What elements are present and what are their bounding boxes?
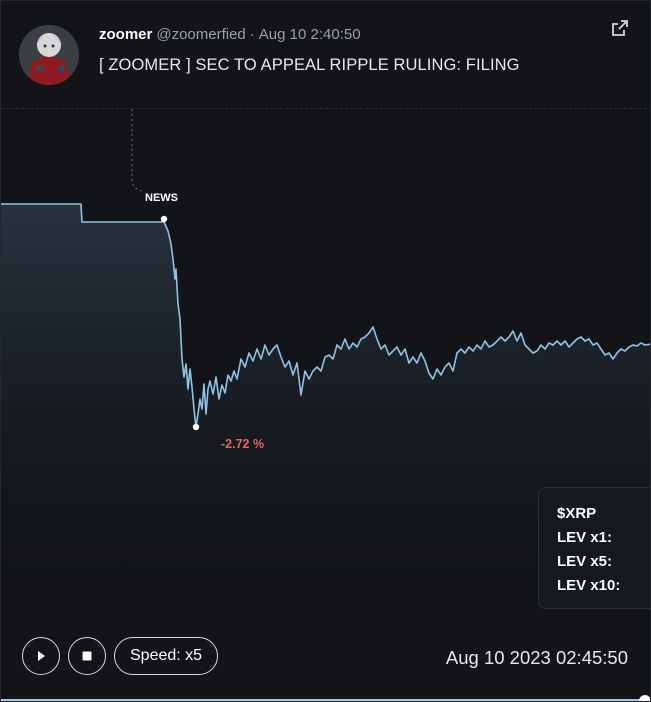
progress-fill <box>1 699 646 701</box>
lev-x1-label: LEV x1: <box>557 529 613 546</box>
header-divider <box>1 108 650 109</box>
news-marker-point <box>160 215 168 223</box>
avatar-image <box>19 25 79 85</box>
lev-x5-label: LEV x5: <box>557 553 613 570</box>
external-link-icon[interactable] <box>611 19 629 37</box>
drop-percentage-label: -2.72 % <box>221 437 264 451</box>
play-icon <box>38 651 45 661</box>
lev-x10-label: LEV x10: <box>557 577 621 594</box>
meta-separator: · <box>249 26 255 43</box>
stop-button[interactable] <box>68 637 106 675</box>
progress-handle[interactable] <box>639 695 650 701</box>
author-username[interactable]: @zoomerfied <box>156 26 246 43</box>
headline: [ ZOOMER ] SEC TO APPEAL RIPPLE RULING: … <box>99 56 520 74</box>
news-leader-line <box>131 109 143 192</box>
price-line <box>1 203 650 428</box>
avatar <box>19 25 79 85</box>
post-meta: zoomer @zoomerfied · Aug 10 2:40:50 <box>99 26 361 43</box>
play-button[interactable] <box>22 637 60 675</box>
speed-button[interactable]: Speed: x5 <box>114 637 219 675</box>
low-marker-point <box>192 423 200 431</box>
post-timestamp: Aug 10 2:40:50 <box>258 26 361 43</box>
price-chart: NEWS -2.72 % <box>1 109 650 629</box>
replay-clock: Aug 10 2023 02:45:50 <box>445 647 628 668</box>
news-marker-label: NEWS <box>145 192 178 204</box>
stop-icon <box>82 651 92 661</box>
price-area <box>1 204 650 629</box>
leverage-infobox: $XRP LEV x1: LEV x5: LEV x10: <box>538 487 650 609</box>
ticker-label: $XRP <box>557 505 597 522</box>
progress-track[interactable] <box>1 695 650 701</box>
author-name[interactable]: zoomer <box>99 26 153 43</box>
